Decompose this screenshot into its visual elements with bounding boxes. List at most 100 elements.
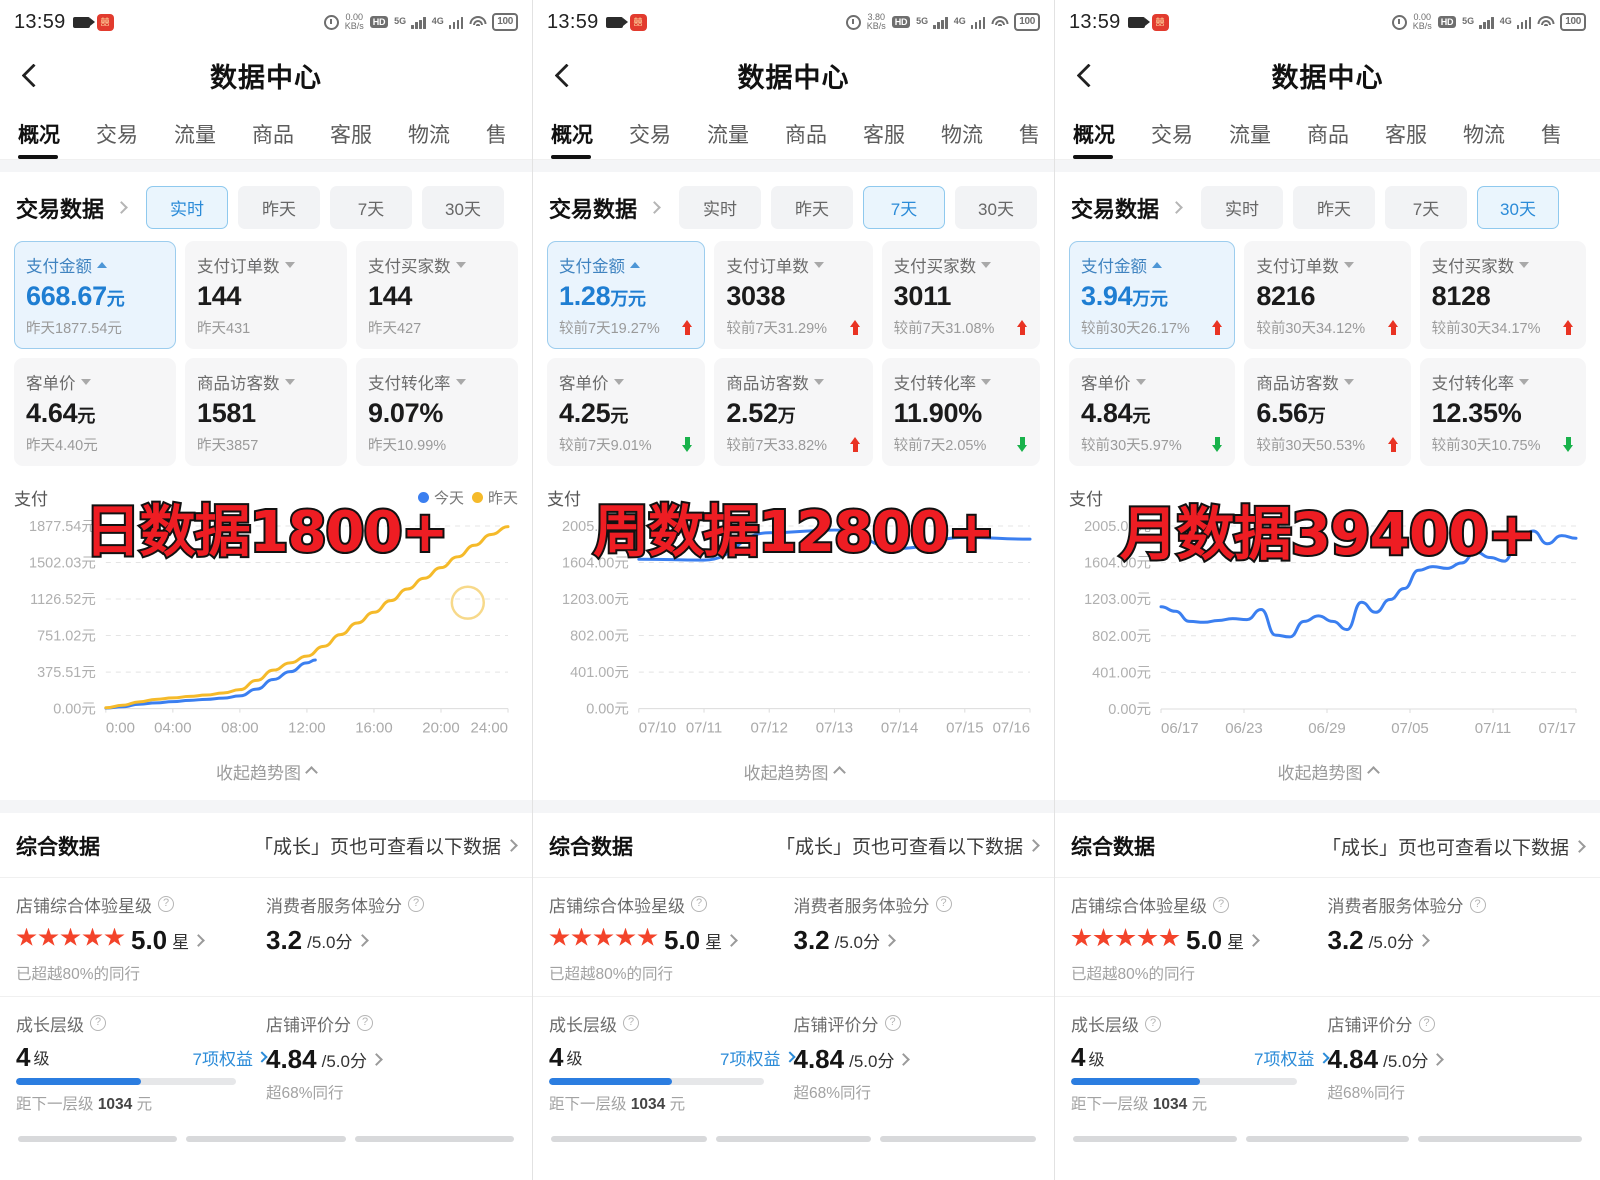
help-icon[interactable]: ? [935, 896, 952, 913]
caret-up-icon[interactable] [1152, 262, 1162, 268]
collapse-trend-button[interactable]: 收起趋势图 [14, 747, 518, 800]
tab-交易[interactable]: 交易 [96, 124, 138, 147]
metric-card-支付买家数[interactable]: 支付买家数 144 昨天427 [356, 241, 518, 349]
caret-down-icon[interactable] [1519, 379, 1530, 385]
chevron-right-icon[interactable] [897, 1052, 911, 1066]
metric-card-支付金额[interactable]: 支付金额 3.94万元 较前30天26.17% [1069, 241, 1236, 349]
metric-card-客单价[interactable]: 客单价 4.84元 较前30天5.97% [1069, 358, 1236, 466]
caret-down-icon[interactable] [80, 379, 91, 385]
filter-chip-7天[interactable]: 7天 [863, 186, 946, 229]
tab-流量[interactable]: 流量 [1229, 124, 1271, 147]
help-icon[interactable]: ? [408, 896, 424, 913]
chevron-right-icon[interactable] [725, 933, 739, 947]
tab-概况[interactable]: 概况 [18, 119, 60, 159]
filter-chip-7天[interactable]: 7天 [330, 186, 413, 229]
composite-link[interactable]: 「成长」页也可查看以下数据 [254, 832, 518, 859]
metric-card-支付金额[interactable]: 支付金额 1.28万元 较前7天19.27% [547, 241, 706, 349]
tab-流量[interactable]: 流量 [174, 124, 216, 147]
tab-交易[interactable]: 交易 [629, 124, 671, 147]
caret-down-icon[interactable] [1343, 262, 1354, 268]
filter-chip-30天[interactable]: 30天 [1477, 186, 1560, 229]
metric-card-支付订单数[interactable]: 支付订单数 3038 较前7天31.29% [714, 241, 873, 349]
help-icon[interactable]: ? [1418, 1015, 1435, 1032]
help-icon[interactable]: ? [691, 896, 707, 913]
help-icon[interactable]: ? [357, 1015, 373, 1032]
caret-down-icon[interactable] [455, 262, 466, 268]
growth-rights-link[interactable]: 7项权益 [193, 1045, 268, 1070]
composite-link[interactable]: 「成长」页也可查看以下数据 [776, 832, 1040, 859]
tab-售[interactable]: 售 [1019, 124, 1040, 147]
collapse-trend-button[interactable]: 收起趋势图 [547, 747, 1040, 800]
composite-link[interactable]: 「成长」页也可查看以下数据 [1322, 833, 1586, 860]
tab-概况[interactable]: 概况 [1073, 119, 1115, 159]
chevron-right-icon[interactable] [370, 1052, 383, 1066]
caret-down-icon[interactable] [1519, 262, 1530, 268]
help-icon[interactable]: ? [158, 896, 174, 913]
filter-chip-30天[interactable]: 30天 [955, 186, 1038, 229]
metric-card-客单价[interactable]: 客单价 4.25元 较前7天9.01% [547, 358, 706, 466]
filter-chip-30天[interactable]: 30天 [422, 186, 505, 229]
chevron-right-icon[interactable] [648, 201, 661, 214]
tab-交易[interactable]: 交易 [1151, 124, 1193, 147]
metric-card-支付转化率[interactable]: 支付转化率 9.07% 昨天10.99% [356, 358, 518, 466]
caret-up-icon[interactable] [97, 262, 107, 268]
caret-down-icon[interactable] [813, 379, 824, 385]
chevron-right-icon[interactable] [1247, 934, 1261, 947]
tab-流量[interactable]: 流量 [707, 124, 749, 147]
growth-rights-link[interactable]: 7项权益 [720, 1045, 796, 1070]
caret-down-icon[interactable] [813, 262, 824, 268]
metric-card-支付转化率[interactable]: 支付转化率 12.35% 较前30天10.75% [1419, 358, 1586, 466]
chevron-right-icon[interactable] [115, 201, 128, 214]
tab-售[interactable]: 售 [486, 124, 507, 147]
caret-down-icon[interactable] [981, 379, 992, 385]
help-icon[interactable]: ? [1469, 896, 1486, 913]
filter-chip-实时[interactable]: 实时 [146, 186, 229, 229]
tab-售[interactable]: 售 [1541, 124, 1562, 147]
chevron-right-icon[interactable] [1417, 934, 1430, 947]
metric-card-商品访客数[interactable]: 商品访客数 2.52万 较前7天33.82% [714, 358, 873, 466]
help-icon[interactable]: ? [1213, 896, 1229, 913]
filter-chip-实时[interactable]: 实时 [679, 186, 762, 229]
metric-card-支付转化率[interactable]: 支付转化率 11.90% 较前7天2.05% [881, 358, 1040, 466]
growth-rights-link[interactable]: 7项权益 [1254, 1045, 1330, 1070]
filter-chip-实时[interactable]: 实时 [1201, 186, 1284, 229]
filter-chip-7天[interactable]: 7天 [1385, 186, 1468, 229]
help-icon[interactable]: ? [1145, 1015, 1161, 1032]
tab-物流[interactable]: 物流 [941, 124, 983, 147]
tab-物流[interactable]: 物流 [408, 124, 450, 147]
filter-chip-昨天[interactable]: 昨天 [1293, 186, 1376, 229]
chevron-right-icon[interactable] [1431, 1053, 1445, 1066]
chevron-right-icon[interactable] [192, 933, 206, 947]
help-icon[interactable]: ? [884, 1015, 901, 1032]
help-icon[interactable]: ? [623, 1015, 639, 1032]
tab-商品[interactable]: 商品 [252, 124, 294, 147]
caret-up-icon[interactable] [630, 262, 640, 268]
tab-商品[interactable]: 商品 [1307, 124, 1349, 147]
caret-down-icon[interactable] [613, 379, 624, 385]
tab-客服[interactable]: 客服 [330, 124, 372, 147]
metric-card-支付订单数[interactable]: 支付订单数 8216 较前30天34.12% [1244, 241, 1411, 349]
caret-down-icon[interactable] [1343, 379, 1354, 385]
metric-card-商品访客数[interactable]: 商品访客数 1581 昨天3857 [185, 358, 347, 466]
caret-down-icon[interactable] [981, 262, 992, 268]
tab-物流[interactable]: 物流 [1463, 124, 1505, 147]
caret-down-icon[interactable] [284, 379, 295, 385]
tab-客服[interactable]: 客服 [863, 124, 905, 147]
help-icon[interactable]: ? [90, 1015, 106, 1032]
metric-card-支付订单数[interactable]: 支付订单数 144 昨天431 [185, 241, 347, 349]
chevron-right-icon[interactable] [883, 933, 896, 947]
collapse-trend-button[interactable]: 收起趋势图 [1069, 747, 1586, 800]
filter-chip-昨天[interactable]: 昨天 [771, 186, 854, 229]
metric-card-商品访客数[interactable]: 商品访客数 6.56万 较前30天50.53% [1244, 358, 1411, 466]
metric-card-支付买家数[interactable]: 支付买家数 8128 较前30天34.17% [1419, 241, 1586, 349]
tab-概况[interactable]: 概况 [551, 119, 593, 159]
caret-down-icon[interactable] [284, 262, 295, 268]
filter-chip-昨天[interactable]: 昨天 [238, 186, 321, 229]
tab-客服[interactable]: 客服 [1385, 124, 1427, 147]
caret-down-icon[interactable] [1135, 379, 1146, 385]
metric-card-客单价[interactable]: 客单价 4.64元 昨天4.40元 [14, 358, 176, 466]
metric-card-支付金额[interactable]: 支付金额 668.67元 昨天1877.54元 [14, 241, 176, 349]
metric-card-支付买家数[interactable]: 支付买家数 3011 较前7天31.08% [881, 241, 1040, 349]
tab-商品[interactable]: 商品 [785, 124, 827, 147]
caret-down-icon[interactable] [455, 379, 466, 385]
